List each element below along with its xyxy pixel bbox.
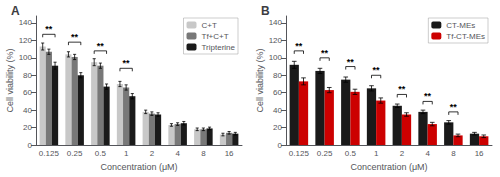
svg-text:60: 60 — [23, 88, 32, 97]
svg-text:80: 80 — [23, 71, 32, 80]
svg-text:1: 1 — [124, 149, 129, 158]
svg-text:B: B — [261, 4, 270, 18]
svg-text:CT-MEs: CT-MEs — [446, 21, 475, 30]
svg-text:**: ** — [321, 48, 329, 58]
svg-text:**: ** — [424, 91, 432, 101]
svg-text:120: 120 — [269, 36, 283, 45]
svg-text:Concentration (μM): Concentration (μM) — [100, 162, 177, 172]
svg-text:2: 2 — [150, 149, 155, 158]
svg-text:Tf+C+T: Tf+C+T — [202, 32, 229, 41]
svg-text:8: 8 — [451, 149, 456, 158]
svg-text:Cell viability (%): Cell viability (%) — [5, 48, 15, 112]
svg-text:**: ** — [398, 84, 406, 94]
svg-text:**: ** — [97, 41, 105, 51]
svg-text:20: 20 — [273, 123, 282, 132]
svg-text:0.25: 0.25 — [317, 149, 333, 158]
svg-text:**: ** — [450, 102, 458, 112]
svg-text:16: 16 — [225, 149, 234, 158]
svg-text:**: ** — [45, 24, 53, 34]
svg-text:100: 100 — [19, 53, 33, 62]
svg-text:16: 16 — [475, 149, 484, 158]
svg-text:1: 1 — [374, 149, 379, 158]
svg-text:4: 4 — [425, 149, 430, 158]
svg-text:20: 20 — [23, 123, 32, 132]
svg-text:40: 40 — [273, 106, 282, 115]
svg-text:0: 0 — [278, 141, 283, 150]
svg-text:**: ** — [347, 57, 355, 67]
svg-text:140: 140 — [269, 18, 283, 27]
svg-text:80: 80 — [273, 71, 282, 80]
svg-text:Concentration (μM): Concentration (μM) — [350, 162, 427, 172]
svg-text:8: 8 — [201, 149, 206, 158]
svg-text:**: ** — [71, 32, 79, 42]
svg-text:140: 140 — [19, 18, 33, 27]
svg-text:60: 60 — [273, 88, 282, 97]
svg-text:100: 100 — [269, 53, 283, 62]
svg-text:2: 2 — [400, 149, 405, 158]
svg-text:Tf-CT-MEs: Tf-CT-MEs — [446, 32, 485, 41]
svg-text:0.25: 0.25 — [67, 149, 83, 158]
svg-text:40: 40 — [23, 106, 32, 115]
svg-text:C+T: C+T — [202, 21, 217, 30]
svg-text:0.5: 0.5 — [345, 149, 357, 158]
svg-text:0.125: 0.125 — [39, 149, 60, 158]
svg-text:120: 120 — [19, 36, 33, 45]
svg-text:**: ** — [123, 58, 131, 68]
svg-text:0.5: 0.5 — [95, 149, 107, 158]
svg-text:0: 0 — [28, 141, 33, 150]
svg-text:Tripterine: Tripterine — [202, 43, 236, 52]
svg-text:4: 4 — [175, 149, 180, 158]
svg-text:A: A — [11, 4, 20, 18]
svg-text:**: ** — [373, 65, 381, 75]
svg-text:Cell viability (%): Cell viability (%) — [255, 48, 265, 112]
svg-text:**: ** — [295, 41, 303, 51]
svg-text:0.125: 0.125 — [289, 149, 310, 158]
